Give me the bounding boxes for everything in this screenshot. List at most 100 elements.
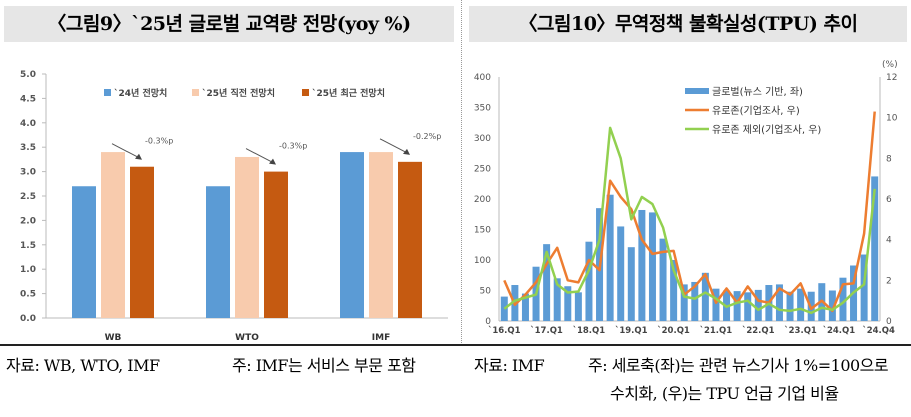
- right-tick-label: 2: [886, 276, 892, 286]
- y-tick-label: 3.0: [20, 168, 36, 178]
- right-tick-label: 0: [886, 317, 892, 327]
- bar-4: [543, 244, 551, 321]
- right-tick-label: 8: [886, 154, 892, 164]
- bar-imf-0: [340, 152, 364, 318]
- annotation-arrow: [111, 143, 140, 159]
- right-source: 자료: IMF: [474, 356, 545, 375]
- right-axis-unit: (%): [882, 60, 898, 70]
- bar-17: [680, 284, 688, 321]
- bar-32: [839, 277, 847, 321]
- legend-label: 글로벌(뉴스 기반, 좌): [712, 86, 803, 98]
- left-note: 주: IMF는 서비스 부문 포함: [232, 356, 416, 375]
- bar-wb-2: [130, 166, 154, 318]
- bar-16: [670, 260, 678, 321]
- annotation-label: -0.2%p: [413, 132, 441, 141]
- left-tick-label: 250: [474, 165, 491, 175]
- right-tick-label: 12: [886, 73, 897, 83]
- y-tick-label: 2.5: [20, 192, 36, 202]
- arrow-head-icon: [403, 148, 410, 155]
- bar-19: [701, 272, 709, 321]
- bar-22: [733, 291, 741, 321]
- bar-10: [606, 194, 614, 321]
- bar-13: [638, 209, 646, 321]
- left-tick-label: 150: [474, 226, 491, 236]
- bar-34: [860, 254, 868, 321]
- x-tick-label: `24.Q4: [862, 325, 895, 336]
- footer-rule: [0, 344, 911, 348]
- x-tick-label: `18.Q1: [573, 325, 606, 336]
- bar-23: [744, 292, 752, 321]
- left-tick-label: 350: [474, 104, 491, 114]
- bar-8: [585, 241, 593, 321]
- left-tick-label: 100: [474, 256, 491, 266]
- x-tick-label: `22.Q1: [742, 325, 775, 336]
- left-tick-label: 0: [485, 317, 491, 327]
- right-note-1: 주: 세로축(좌)는 관련 뉴스기사 1%=100으로: [588, 356, 889, 375]
- tpu-chart: 0 50 100 150 200 250 300 350 400 0 2 4 6 8 10 12 (%) `16.…: [474, 60, 898, 336]
- bar-14: [648, 212, 656, 321]
- x-tick-label: WB: [105, 333, 122, 343]
- x-tick-label: `23.Q1: [784, 325, 817, 336]
- bar-12: [627, 247, 635, 321]
- x-tick-label: `17.Q1: [530, 325, 563, 336]
- x-tick-label: `24.Q1: [823, 325, 856, 336]
- bar-6: [564, 286, 572, 321]
- bar-28: [797, 288, 805, 321]
- x-tick-label: IMF: [372, 333, 390, 343]
- left-source: 자료: WB, WTO, IMF: [6, 356, 160, 375]
- bar-wto-0: [206, 186, 230, 318]
- bar-15: [659, 238, 667, 321]
- right-figure: 〈그림10〉무역정책 불확실성(TPU) 추이 0 50 100 150 200 250 3…: [465, 0, 911, 340]
- bar-11: [617, 226, 625, 321]
- line-eurozone: [503, 111, 876, 313]
- annotation-arrow: [379, 138, 408, 154]
- bar-2: [521, 293, 529, 321]
- x-tick-label: `19.Q1: [615, 325, 648, 336]
- legend-swatch: [685, 88, 709, 94]
- bar-wb-1: [101, 152, 125, 318]
- y-tick-label: 4.0: [20, 119, 36, 129]
- y-tick-label: 0.0: [20, 314, 36, 324]
- y-tick-label: 2.0: [20, 216, 36, 226]
- legend-swatch: [104, 89, 111, 96]
- arrow-head-icon: [135, 153, 142, 160]
- left-tick-label: 400: [474, 73, 491, 83]
- trade-forecast-chart: 0.0 0.5 1.0 1.5 2.0 2.5 3.0 3.5 4.0 4.5 5.0 WB -0.3%…: [20, 70, 448, 343]
- line-ex-eurozone: [503, 126, 876, 315]
- legend-swatch: [192, 89, 199, 96]
- x-tick-label: `16.Q1: [488, 325, 521, 336]
- bar-wb-0: [72, 186, 96, 318]
- right-note-2: 수치화, (우)는 TPU 언급 기업 비율: [610, 384, 839, 403]
- legend-label: 유로존 제외(기업조사, 우): [712, 123, 821, 136]
- arrow-head-icon: [269, 158, 276, 165]
- bar-31: [828, 290, 836, 321]
- bar-26: [775, 284, 783, 321]
- y-tick-label: 3.5: [20, 143, 36, 153]
- legend-label: `25년 최근 전망치: [312, 87, 385, 99]
- bar-7: [574, 292, 582, 321]
- annotation-label: -0.3%p: [279, 142, 307, 151]
- legend-label: `25년 직전 전망치: [202, 87, 275, 99]
- right-figure-title: 〈그림10〉무역정책 불확실성(TPU) 추이: [469, 6, 907, 42]
- left-tick-label: 300: [474, 134, 491, 144]
- bar-imf-2: [398, 161, 422, 318]
- left-figure-title: 〈그림9〉`25년 글로벌 교역량 전망(yoy %): [4, 6, 454, 42]
- bar-24: [754, 289, 762, 321]
- legend-label: 유로존(기업조사, 우): [712, 104, 800, 117]
- y-tick-label: 4.5: [20, 94, 36, 104]
- left-tick-label: 50: [480, 287, 492, 297]
- bar-35: [871, 176, 879, 321]
- right-tick-label: 4: [886, 236, 892, 246]
- x-tick-label: `20.Q1: [657, 325, 690, 336]
- bar-5: [553, 278, 561, 321]
- x-tick-label: WTO: [235, 333, 259, 343]
- right-tick-label: 10: [886, 114, 898, 124]
- annotation-arrow: [245, 148, 274, 164]
- x-tick-label: `21.Q1: [700, 325, 733, 336]
- bar-18: [691, 281, 699, 321]
- annotation-label: -0.3%p: [145, 137, 173, 146]
- bar-0: [500, 296, 508, 321]
- bar-wto-2: [264, 171, 288, 318]
- bar-wto-1: [235, 156, 259, 318]
- y-tick-label: 5.0: [20, 70, 36, 80]
